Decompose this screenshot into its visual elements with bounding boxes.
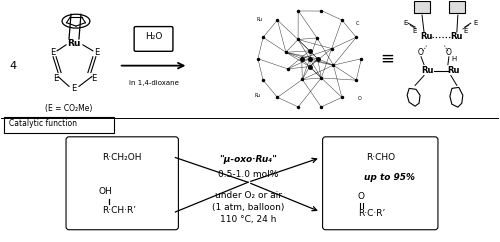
- FancyBboxPatch shape: [4, 117, 114, 133]
- Text: (E = CO₂Me): (E = CO₂Me): [46, 104, 92, 113]
- Text: 0.5-1.0 mol%: 0.5-1.0 mol%: [218, 170, 278, 179]
- Text: H: H: [451, 56, 456, 62]
- Text: Ru: Ru: [421, 66, 434, 75]
- Text: E: E: [412, 28, 416, 34]
- Text: under O₂ or air: under O₂ or air: [214, 191, 282, 200]
- Text: R·CH·R’: R·CH·R’: [102, 206, 136, 215]
- Text: 4: 4: [10, 61, 16, 71]
- FancyBboxPatch shape: [414, 1, 430, 13]
- Text: C: C: [356, 21, 359, 26]
- Text: Ru: Ru: [420, 32, 432, 41]
- Text: E: E: [50, 48, 56, 57]
- Text: E: E: [464, 28, 468, 34]
- Text: E: E: [72, 84, 76, 93]
- Text: Ru: Ru: [450, 32, 463, 41]
- Text: Ru: Ru: [257, 17, 263, 22]
- Text: O: O: [446, 48, 452, 57]
- Text: Ru: Ru: [68, 39, 80, 48]
- Text: ≡: ≡: [380, 50, 394, 68]
- Text: O: O: [418, 48, 424, 57]
- Text: in 1,4-dioxane: in 1,4-dioxane: [128, 80, 178, 86]
- Text: E: E: [94, 48, 100, 57]
- Text: (1 atm, balloon): (1 atm, balloon): [212, 204, 284, 212]
- Text: R·CH₂OH: R·CH₂OH: [102, 153, 142, 162]
- FancyBboxPatch shape: [449, 1, 465, 13]
- FancyBboxPatch shape: [322, 137, 438, 230]
- Text: OH: OH: [99, 187, 112, 196]
- Text: H₂O: H₂O: [145, 32, 162, 41]
- FancyBboxPatch shape: [66, 137, 178, 230]
- Text: R·C·R’: R·C·R’: [358, 209, 385, 219]
- Text: up to 95%: up to 95%: [364, 173, 414, 182]
- Text: E: E: [91, 74, 96, 83]
- FancyBboxPatch shape: [134, 27, 173, 51]
- Text: R·CHO: R·CHO: [366, 153, 395, 162]
- Text: 110 °C, 24 h: 110 °C, 24 h: [220, 215, 276, 224]
- Text: Catalytic function: Catalytic function: [10, 120, 78, 129]
- Text: E: E: [474, 20, 478, 26]
- Text: E: E: [54, 74, 59, 83]
- Text: Ru: Ru: [255, 93, 261, 98]
- Text: Ru: Ru: [448, 66, 460, 75]
- Text: "μ-oxo·Ru₄": "μ-oxo·Ru₄": [219, 155, 277, 164]
- Text: O: O: [358, 96, 362, 101]
- Text: O: O: [358, 192, 365, 201]
- Text: E: E: [403, 20, 407, 26]
